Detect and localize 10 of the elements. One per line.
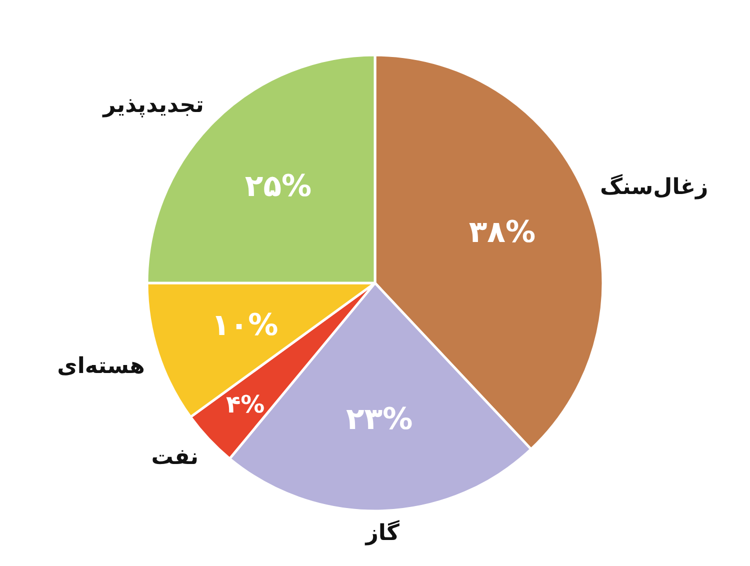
data-label: ۲۳%: [346, 402, 413, 438]
slice-label: نفت: [151, 444, 199, 470]
slice-label: تجدیدپذیر: [102, 92, 204, 118]
data-label: ۴%: [226, 390, 265, 419]
data-label: ۲۵%: [244, 168, 312, 204]
slice-label: گاز: [364, 519, 400, 546]
slice-label: زغال‌سنگ: [600, 172, 708, 200]
slice-label: هسته‌ای: [57, 354, 145, 379]
data-label: ۳۸%: [468, 215, 536, 250]
data-label: ۱۰%: [212, 308, 278, 343]
